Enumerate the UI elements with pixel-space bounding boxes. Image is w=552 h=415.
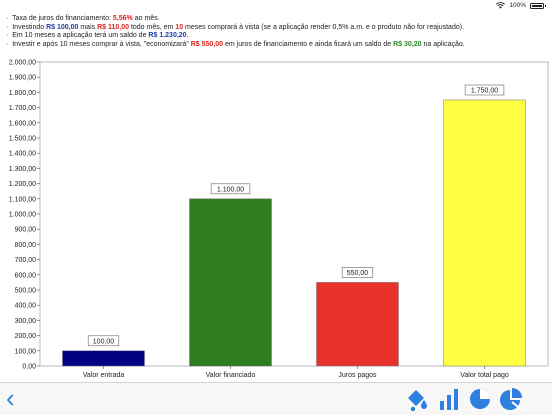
data-label-box [87, 335, 120, 347]
y-tick-label: 1.100,00 [9, 196, 36, 203]
y-tick-label: 1.600,00 [9, 120, 36, 127]
status-right: 100% [496, 2, 546, 9]
paint-bucket-icon[interactable] [403, 386, 429, 412]
battery-percent: 100% [509, 2, 526, 9]
info-line-rate: · Taxa de juros do financiamento: 5,56% … [6, 15, 160, 22]
back-button[interactable]: ‹ [6, 383, 15, 413]
final-balance: R$ 1.230,20 [148, 32, 187, 40]
info-panel: · Taxa de juros do financiamento: 5,56% … [6, 15, 546, 49]
y-tick-label: 800,00 [15, 242, 37, 249]
data-label-box [210, 183, 251, 195]
months-count: 10 [175, 23, 184, 31]
y-tick-label: 600,00 [15, 272, 37, 279]
y-tick-label: 300,00 [15, 318, 37, 325]
y-tick-label: 100,00 [15, 348, 37, 355]
data-label: 100,00 [93, 338, 115, 345]
battery-icon [530, 2, 546, 9]
x-tick-label: Valor entrada [83, 372, 125, 379]
y-tick-label: 1.900,00 [9, 75, 36, 82]
y-tick-label: 900,00 [15, 227, 37, 234]
y-tick-label: 400,00 [15, 303, 37, 310]
data-label: 550,00 [347, 270, 369, 277]
y-tick-label: 1.500,00 [9, 136, 36, 143]
info-text: todo mês, em [129, 23, 176, 31]
initial-investment: R$ 100,00 [46, 23, 79, 31]
y-tick-label: 1.300,00 [9, 166, 36, 173]
remaining-balance: R$ 30,20 [393, 40, 422, 48]
info-text: Investindo [12, 23, 47, 31]
info-text: mais [78, 23, 98, 31]
info-text: Investir e após 10 meses comprar à vista… [12, 40, 191, 48]
bar [189, 198, 272, 367]
interest-rate: 5,56% [112, 15, 133, 22]
y-tick-label: 0,00 [22, 364, 36, 371]
monthly-investment: R$ 110,00 [97, 23, 129, 31]
info-line-savings: · Investir e após 10 meses comprar à vis… [6, 40, 465, 48]
bar-chart: 0,00 100,00 200,00 300,00 400,00 500,00 600,00… [9, 60, 549, 379]
info-text: ao mês. [132, 15, 160, 22]
bottom-toolbar: ‹ [0, 382, 552, 415]
y-tick-label: 2.000,00 [9, 60, 36, 67]
info-line-balance: · Em 10 meses a aplicação terá um saldo … [6, 32, 189, 40]
y-tick-label: 1.200,00 [9, 181, 36, 188]
interest-saved: R$ 550,00 [190, 40, 224, 48]
info-text: em juros de financiamento e ainda ficará… [223, 40, 394, 48]
info-text: . [186, 32, 189, 40]
info-text: Em 10 meses a aplicação terá um saldo de [12, 32, 149, 40]
x-tick-label: Valor total pago [460, 372, 509, 379]
x-tick-label: Valor financiado [206, 372, 256, 379]
data-label-box [341, 267, 374, 278]
y-tick-label: 1.400,00 [9, 151, 36, 158]
x-tick-label: Juros pagos [338, 372, 377, 379]
info-text: Taxa de juros do financiamento: [12, 15, 113, 22]
data-label-box [464, 84, 505, 96]
y-tick-label: 500,00 [15, 288, 37, 295]
pie-chart-icon[interactable] [467, 386, 493, 412]
bar [62, 350, 145, 367]
bar-chart-icon[interactable] [436, 386, 462, 412]
data-label: 1.750,00 [471, 88, 498, 95]
status-bar: 100% [0, 0, 552, 12]
y-tick-label: 700,00 [15, 257, 37, 264]
y-tick-label: 1.000,00 [9, 212, 36, 219]
pie-slice-icon[interactable] [498, 386, 524, 412]
y-tick-label: 1.700,00 [9, 105, 36, 112]
y-tick-label: 200,00 [15, 333, 37, 340]
y-tick-label: 1.800,00 [9, 90, 36, 97]
data-label: 1.100,00 [217, 186, 244, 193]
info-text: na aplicação. [421, 40, 465, 48]
bar [316, 282, 399, 367]
info-line-invest: · Investindo R$ 100,00 mais R$ 110,00 to… [6, 23, 465, 31]
info-text: meses comprará à vista (se a aplicação r… [183, 23, 465, 31]
bar [443, 99, 526, 367]
wifi-icon [496, 2, 506, 9]
